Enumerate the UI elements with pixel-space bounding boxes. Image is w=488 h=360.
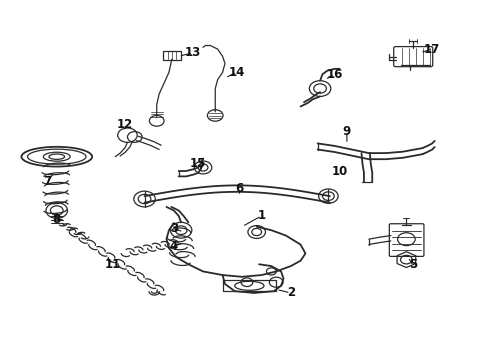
Text: 10: 10 xyxy=(331,165,347,177)
Text: 11: 11 xyxy=(104,258,121,271)
Text: 3: 3 xyxy=(169,222,178,235)
Text: 16: 16 xyxy=(326,68,342,81)
Text: 5: 5 xyxy=(408,258,416,271)
Text: 13: 13 xyxy=(185,46,201,59)
Text: 15: 15 xyxy=(190,157,206,170)
Text: 17: 17 xyxy=(423,42,440,55)
Text: 12: 12 xyxy=(117,118,133,131)
Text: 9: 9 xyxy=(342,125,350,138)
Text: 1: 1 xyxy=(257,210,265,222)
Text: 7: 7 xyxy=(43,175,51,188)
Text: 6: 6 xyxy=(235,183,243,195)
Text: 4: 4 xyxy=(169,240,178,253)
Text: 2: 2 xyxy=(286,287,294,300)
Text: 8: 8 xyxy=(53,213,61,226)
Text: 14: 14 xyxy=(228,66,245,79)
